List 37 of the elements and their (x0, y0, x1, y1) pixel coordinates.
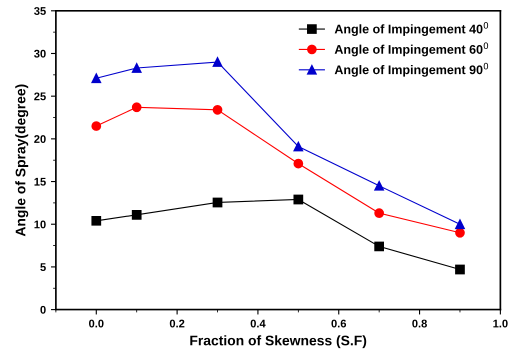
x-tick-label: 1.0 (493, 320, 508, 328)
point (91, 216, 102, 226)
legend-label: Angle of Impingement 40$^{0}$ (334, 22, 488, 36)
point (91, 73, 102, 84)
point (374, 242, 384, 252)
y-tick-label: 15 (34, 178, 46, 186)
point (455, 264, 465, 274)
y-tick-label: 10 (34, 220, 46, 228)
point (293, 142, 304, 152)
point (91, 121, 102, 131)
y-tick-label: 25 (34, 92, 46, 100)
point (132, 102, 142, 112)
x-axis-title: Fraction of Skewness (S.F) (190, 335, 366, 348)
y-tick-label: 30 (34, 50, 46, 58)
x-tick-label: 0.8 (412, 320, 427, 328)
point (132, 210, 142, 220)
y-tick-label: 35 (34, 7, 46, 15)
point (212, 198, 222, 208)
point (293, 158, 304, 168)
y-tick-label: 20 (34, 135, 46, 143)
point (212, 104, 222, 115)
point (212, 57, 222, 67)
x-tick-label: 0.2 (170, 320, 184, 328)
point (374, 180, 384, 191)
legend-label: Angle of Impingement 60$^{0}$ (334, 42, 488, 56)
x-tick-label: 0.6 (331, 320, 346, 328)
point (132, 63, 142, 73)
x-tick-label: 0.4 (250, 320, 266, 328)
point (293, 194, 304, 204)
point (455, 219, 465, 230)
x-tick-label: 0.0 (89, 320, 104, 328)
legend-label: Angle of Impingement 90$^{0}$ (334, 62, 488, 77)
y-axis-title: Angle of Spray(degree) (15, 84, 28, 236)
y-tick-label: 0 (40, 306, 46, 314)
point (374, 208, 384, 218)
point (455, 228, 465, 238)
y-tick-label: 5 (40, 263, 46, 272)
